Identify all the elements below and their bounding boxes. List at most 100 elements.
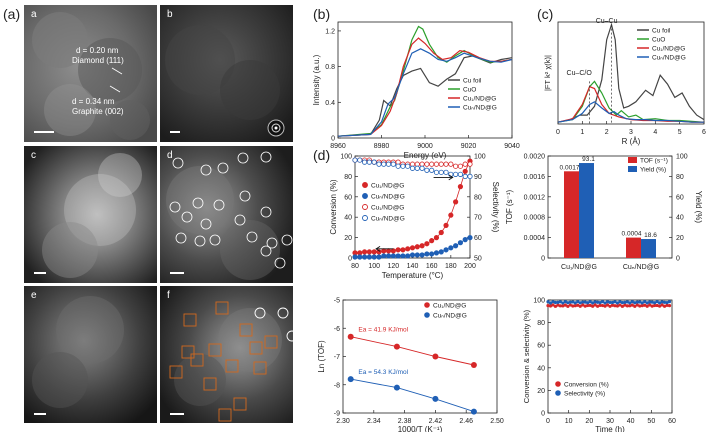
data-point xyxy=(453,199,459,205)
x-tick-label: 80 xyxy=(351,263,359,270)
x-axis-title: R (Å) xyxy=(622,137,641,146)
data-point xyxy=(578,304,582,308)
bar-tof xyxy=(564,171,579,258)
data-point xyxy=(366,249,372,255)
highlight-circle xyxy=(234,214,246,226)
x-tick-label: 140 xyxy=(407,263,419,270)
data-point xyxy=(603,304,607,308)
data-point xyxy=(573,301,577,305)
y-tick-label: 100 xyxy=(340,154,352,161)
data-point xyxy=(470,361,477,368)
data-point xyxy=(581,300,585,304)
data-point xyxy=(618,300,622,304)
x-tick-label: 2.50 xyxy=(490,418,504,425)
data-point xyxy=(655,300,659,304)
data-point xyxy=(429,251,435,257)
data-point xyxy=(405,163,411,169)
data-point xyxy=(658,301,662,305)
data-point xyxy=(645,301,649,305)
data-point xyxy=(548,304,553,308)
data-point xyxy=(556,300,560,304)
data-point xyxy=(593,300,597,304)
x-axis-title: 1000/T (K⁻¹) xyxy=(398,425,443,432)
y-tick-label: 80 xyxy=(344,174,352,181)
highlight-circle xyxy=(169,201,181,213)
micrograph-d: d xyxy=(160,146,293,283)
arrhenius-chart: 2.30 2.34 2.38 2.42 2.46 2.50 -9 -8 -7 -6 -5 1000/T… xyxy=(317,298,504,432)
panel-label-d: (d) xyxy=(313,147,330,163)
y-axis-title: TOF (s⁻¹) xyxy=(505,190,514,225)
data-point xyxy=(638,304,642,308)
data-point xyxy=(655,303,659,308)
data-point xyxy=(433,161,440,167)
data-point xyxy=(393,343,400,350)
y-tick-label: -8 xyxy=(334,382,340,389)
data-point xyxy=(453,163,459,169)
fit-line-0 xyxy=(350,336,474,366)
y-tick-label: 0.8 xyxy=(325,64,335,71)
highlight-circle xyxy=(200,218,212,230)
y-tick-label: -7 xyxy=(334,354,340,361)
legend-marker xyxy=(424,302,430,308)
data-point xyxy=(381,253,387,259)
x-tick-label: 5 xyxy=(678,129,682,136)
micrograph-c-label: c xyxy=(31,150,36,161)
x-tick-label: 2.46 xyxy=(459,418,473,425)
data-point xyxy=(457,184,464,190)
highlight-square xyxy=(208,343,222,357)
x-tick-label: 120 xyxy=(387,263,399,270)
x-tick-label: 180 xyxy=(445,263,457,270)
data-point xyxy=(453,171,459,177)
y2-tick-label: 20 xyxy=(676,235,684,242)
legend-label: Cu₁/ND@G xyxy=(371,205,404,212)
scale-bar xyxy=(34,413,46,415)
highlight-square xyxy=(264,335,278,349)
data-label: 93.1 xyxy=(582,156,595,163)
highlight-square xyxy=(218,408,232,422)
data-point xyxy=(586,303,590,308)
data-point xyxy=(650,300,654,304)
y-axis-title: Ln (TOF) xyxy=(317,340,326,373)
plane-1: Diamond (111) xyxy=(72,56,124,65)
legend-label: Cu₁/ND@G xyxy=(463,96,496,103)
data-point xyxy=(429,167,435,173)
data-point xyxy=(598,301,602,305)
data-point xyxy=(429,238,435,244)
y-tick-label: 0.0012 xyxy=(524,194,546,201)
data-point xyxy=(462,173,468,179)
x-axis-title: Temperature (°C) xyxy=(382,271,444,280)
data-point xyxy=(571,300,575,304)
data-point xyxy=(603,301,607,305)
data-point xyxy=(438,229,444,236)
data-point xyxy=(553,304,558,308)
scale-bar xyxy=(170,131,180,133)
scale-bar xyxy=(170,413,184,415)
data-point xyxy=(390,253,396,259)
data-point xyxy=(448,161,454,167)
data-point xyxy=(419,165,425,171)
y2-tick-label: 40 xyxy=(676,215,684,222)
bar-tof xyxy=(626,237,641,258)
y-axis-title: Intensity (a.u.) xyxy=(312,54,321,105)
arrowhead xyxy=(375,245,381,252)
y-tick-label: 60 xyxy=(537,343,545,350)
highlight-square xyxy=(249,341,263,355)
data-point xyxy=(433,169,440,175)
data-point xyxy=(608,300,612,305)
legend-marker xyxy=(555,390,561,396)
data-point xyxy=(551,300,555,304)
data-point xyxy=(662,300,667,304)
data-point xyxy=(457,163,464,169)
data-point xyxy=(409,252,416,258)
data-point xyxy=(558,304,563,308)
spacing-1: d = 0.20 nm xyxy=(76,46,119,55)
highlight-square xyxy=(225,359,239,373)
y2-tick-label: 50 xyxy=(474,256,482,263)
micrograph-c: c xyxy=(24,146,157,283)
legend-label: Conversion (%) xyxy=(564,382,609,389)
data-point xyxy=(457,240,464,246)
data-point xyxy=(623,300,627,304)
exafs-chart: 0 1 2 3 4 5 6 R (Å) |FT k² χ(k)| Cu–Cu Cu–C/O Cu fo… xyxy=(543,18,706,146)
data-point xyxy=(620,304,625,308)
highlight-circle xyxy=(239,190,251,202)
